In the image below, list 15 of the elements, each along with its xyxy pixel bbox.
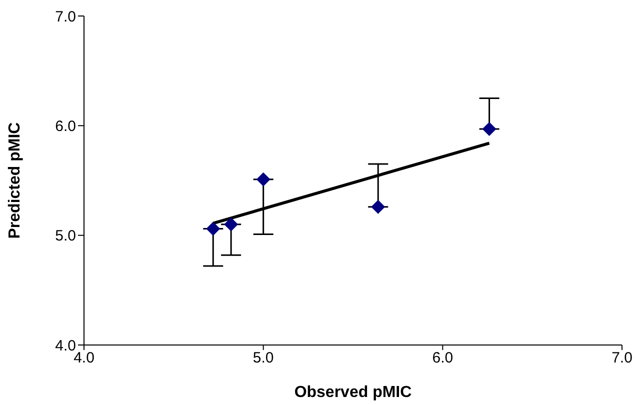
y-axis-title: Predicted pMIC	[6, 122, 24, 239]
y-tick-label: 6.0	[55, 118, 76, 135]
x-tick-label: 7.0	[612, 350, 632, 367]
point	[224, 217, 238, 232]
x-axis-title: Observed pMIC	[294, 384, 412, 401]
x-tick-label: 4.0	[74, 350, 94, 367]
y-tick-label: 7.0	[55, 8, 76, 26]
point	[482, 122, 496, 136]
y-tick-label: 5.0	[55, 228, 76, 245]
point	[206, 222, 220, 236]
point	[256, 172, 270, 186]
x-tick-label: 6.0	[432, 350, 454, 367]
y-tick-label: 4.0	[55, 337, 76, 354]
point	[371, 200, 386, 214]
x-tick-label: 5.0	[252, 350, 274, 367]
